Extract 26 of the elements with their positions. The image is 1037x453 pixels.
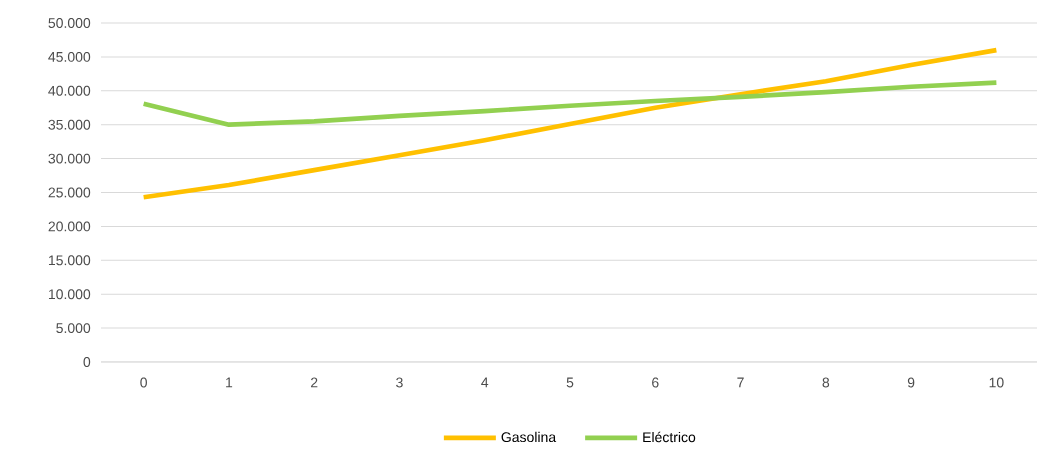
y-tick-label: 0: [83, 357, 91, 367]
y-tick-label: 45.000: [48, 51, 91, 62]
y-tick-label: 10.000: [48, 289, 91, 300]
x-tick-label: 10: [989, 377, 1004, 388]
x-tick-label: 9: [907, 377, 915, 388]
x-tick-label: 8: [822, 377, 830, 388]
x-tick-label: 7: [737, 377, 744, 388]
y-tick-label: 25.000: [48, 187, 91, 198]
x-tick-label: 6: [652, 377, 659, 388]
y-tick-label: 5.000: [56, 323, 91, 334]
x-tick-label: 1: [226, 377, 233, 388]
x-tick-label: 2: [311, 377, 318, 388]
y-tick-label: 40.000: [48, 85, 91, 96]
x-tick-label: 4: [481, 377, 489, 388]
legend-label: Gasolina: [501, 431, 557, 443]
x-tick-label: 3: [396, 377, 403, 388]
legend-label: Eléctrico: [643, 431, 696, 443]
y-tick-label: 20.000: [48, 221, 91, 232]
x-tick-label: 5: [566, 377, 574, 388]
y-tick-label: 35.000: [48, 119, 91, 130]
line-series: [141, 80, 999, 128]
y-tick-label: 50.000: [48, 18, 91, 28]
y-tick-label: 15.000: [48, 255, 91, 266]
line-series: [141, 47, 999, 200]
x-tick-label: 0: [140, 377, 147, 388]
y-tick-label: 30.000: [48, 153, 91, 164]
